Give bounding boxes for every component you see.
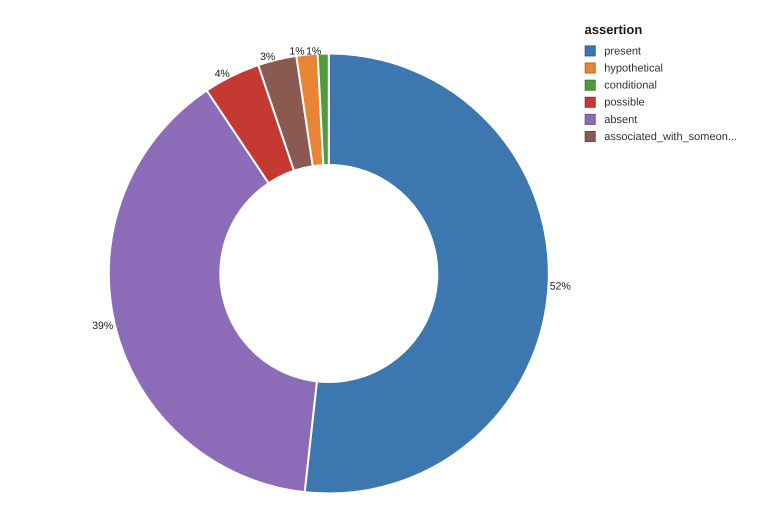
svg-text:assertion: assertion xyxy=(585,22,643,37)
svg-text:39%: 39% xyxy=(92,320,113,332)
svg-text:1%: 1% xyxy=(289,45,304,57)
svg-text:conditional: conditional xyxy=(604,80,657,92)
svg-text:1%: 1% xyxy=(306,45,321,57)
svg-text:absent: absent xyxy=(604,114,637,126)
svg-text:hypothetical: hypothetical xyxy=(604,62,663,74)
svg-text:present: present xyxy=(604,45,641,57)
svg-text:3%: 3% xyxy=(260,51,275,63)
svg-text:52%: 52% xyxy=(550,281,571,293)
svg-text:associated_with_someon...: associated_with_someon... xyxy=(604,131,737,143)
svg-text:possible: possible xyxy=(604,97,644,109)
svg-text:4%: 4% xyxy=(215,68,230,80)
